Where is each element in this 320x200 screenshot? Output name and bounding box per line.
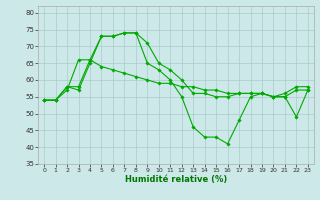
- X-axis label: Humidité relative (%): Humidité relative (%): [125, 175, 227, 184]
